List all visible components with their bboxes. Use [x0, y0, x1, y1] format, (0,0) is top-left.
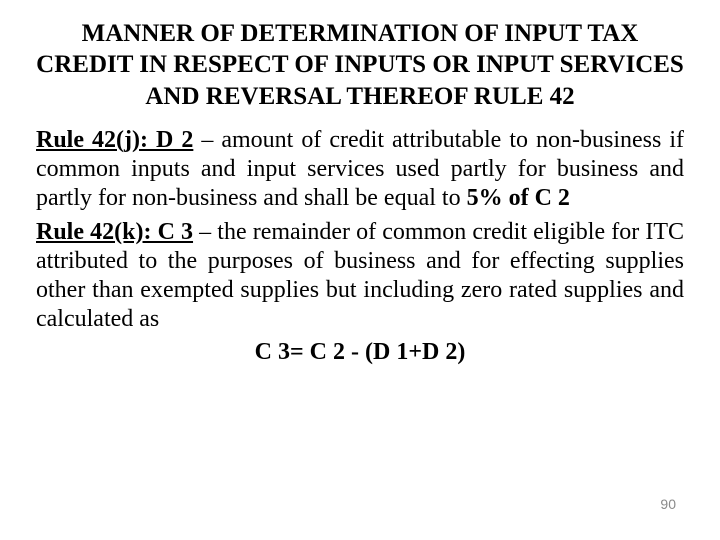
- paragraph-rule-42k: Rule 42(k): C 3 – the remainder of commo…: [36, 218, 684, 335]
- slide-title: MANNER OF DETERMINATION OF INPUT TAX CRE…: [36, 18, 684, 112]
- formula-c3: C 3= C 2 - (D 1+D 2): [36, 339, 684, 366]
- rule-42j-lead: Rule 42(j): D 2: [36, 127, 193, 153]
- page-number: 90: [660, 496, 676, 512]
- rule-42j-tail: 5% of C 2: [467, 185, 570, 211]
- paragraph-rule-42j: Rule 42(j): D 2 – amount of credit attri…: [36, 126, 684, 214]
- rule-42k-lead: Rule 42(k): C 3: [36, 219, 193, 245]
